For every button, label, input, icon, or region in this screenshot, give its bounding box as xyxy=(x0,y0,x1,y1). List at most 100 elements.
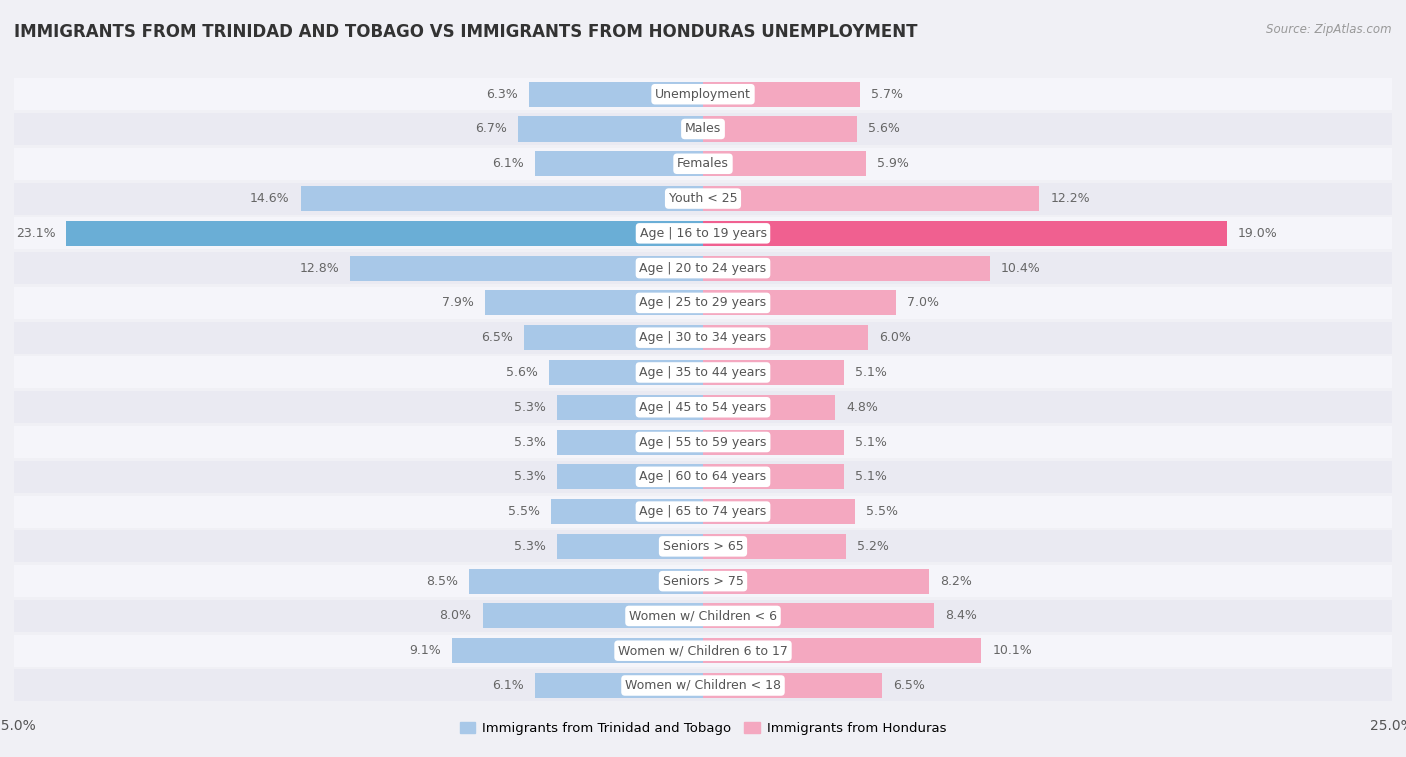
Bar xyxy=(703,464,844,489)
Text: Youth < 25: Youth < 25 xyxy=(669,192,737,205)
Text: Age | 65 to 74 years: Age | 65 to 74 years xyxy=(640,505,766,518)
Bar xyxy=(14,496,1392,528)
Text: Age | 45 to 54 years: Age | 45 to 54 years xyxy=(640,400,766,414)
Bar xyxy=(703,256,990,281)
Text: Unemployment: Unemployment xyxy=(655,88,751,101)
Text: 5.3%: 5.3% xyxy=(515,435,546,449)
Bar xyxy=(557,534,703,559)
Bar xyxy=(703,673,882,698)
Bar xyxy=(14,322,1392,354)
Text: Women w/ Children < 6: Women w/ Children < 6 xyxy=(628,609,778,622)
Text: 8.4%: 8.4% xyxy=(945,609,977,622)
Bar xyxy=(530,82,703,107)
Text: 5.1%: 5.1% xyxy=(855,366,886,379)
Bar xyxy=(534,151,703,176)
Bar xyxy=(703,326,869,350)
Text: 6.5%: 6.5% xyxy=(893,679,925,692)
Text: 4.8%: 4.8% xyxy=(846,400,879,414)
Bar xyxy=(703,603,935,628)
Text: 6.1%: 6.1% xyxy=(492,679,524,692)
Bar xyxy=(703,394,835,420)
Text: 10.1%: 10.1% xyxy=(993,644,1032,657)
Text: 7.0%: 7.0% xyxy=(907,297,939,310)
Bar xyxy=(557,394,703,420)
Text: Females: Females xyxy=(678,157,728,170)
Bar xyxy=(534,673,703,698)
Bar xyxy=(703,151,866,176)
Text: 5.9%: 5.9% xyxy=(876,157,908,170)
Bar xyxy=(14,217,1392,249)
Bar xyxy=(524,326,703,350)
Text: 5.2%: 5.2% xyxy=(858,540,889,553)
Text: 5.6%: 5.6% xyxy=(506,366,537,379)
Text: Age | 55 to 59 years: Age | 55 to 59 years xyxy=(640,435,766,449)
Bar xyxy=(301,186,703,211)
Text: 6.7%: 6.7% xyxy=(475,123,508,136)
Bar xyxy=(14,287,1392,319)
Text: 5.3%: 5.3% xyxy=(515,470,546,483)
Text: 5.3%: 5.3% xyxy=(515,400,546,414)
Bar xyxy=(548,360,703,385)
Bar xyxy=(14,182,1392,214)
Text: 6.3%: 6.3% xyxy=(486,88,519,101)
Text: Age | 35 to 44 years: Age | 35 to 44 years xyxy=(640,366,766,379)
Text: Age | 16 to 19 years: Age | 16 to 19 years xyxy=(640,227,766,240)
Legend: Immigrants from Trinidad and Tobago, Immigrants from Honduras: Immigrants from Trinidad and Tobago, Imm… xyxy=(454,717,952,740)
Bar xyxy=(703,186,1039,211)
Text: Women w/ Children 6 to 17: Women w/ Children 6 to 17 xyxy=(619,644,787,657)
Bar xyxy=(557,464,703,489)
Text: Age | 25 to 29 years: Age | 25 to 29 years xyxy=(640,297,766,310)
Text: IMMIGRANTS FROM TRINIDAD AND TOBAGO VS IMMIGRANTS FROM HONDURAS UNEMPLOYMENT: IMMIGRANTS FROM TRINIDAD AND TOBAGO VS I… xyxy=(14,23,918,41)
Bar xyxy=(14,252,1392,284)
Text: Source: ZipAtlas.com: Source: ZipAtlas.com xyxy=(1267,23,1392,36)
Bar xyxy=(551,499,703,524)
Text: 6.5%: 6.5% xyxy=(481,331,513,344)
Text: 19.0%: 19.0% xyxy=(1237,227,1278,240)
Bar xyxy=(468,569,703,593)
Text: 6.0%: 6.0% xyxy=(879,331,911,344)
Bar xyxy=(14,669,1392,702)
Bar xyxy=(14,531,1392,562)
Bar xyxy=(703,221,1226,246)
Text: 6.1%: 6.1% xyxy=(492,157,524,170)
Text: Seniors > 75: Seniors > 75 xyxy=(662,575,744,587)
Text: Males: Males xyxy=(685,123,721,136)
Bar xyxy=(482,603,703,628)
Text: 8.2%: 8.2% xyxy=(941,575,972,587)
Bar xyxy=(66,221,703,246)
Text: Seniors > 65: Seniors > 65 xyxy=(662,540,744,553)
Bar xyxy=(557,429,703,454)
Text: Age | 30 to 34 years: Age | 30 to 34 years xyxy=(640,331,766,344)
Bar xyxy=(14,600,1392,632)
Bar xyxy=(14,565,1392,597)
Text: 5.3%: 5.3% xyxy=(515,540,546,553)
Bar xyxy=(14,461,1392,493)
Bar xyxy=(703,638,981,663)
Text: 12.2%: 12.2% xyxy=(1050,192,1090,205)
Bar xyxy=(453,638,703,663)
Bar xyxy=(519,117,703,142)
Text: Age | 60 to 64 years: Age | 60 to 64 years xyxy=(640,470,766,483)
Text: 5.5%: 5.5% xyxy=(509,505,540,518)
Text: 5.5%: 5.5% xyxy=(866,505,897,518)
Text: 23.1%: 23.1% xyxy=(15,227,55,240)
Bar xyxy=(350,256,703,281)
Bar xyxy=(703,569,929,593)
Bar xyxy=(14,78,1392,111)
Bar xyxy=(703,429,844,454)
Text: 5.1%: 5.1% xyxy=(855,435,886,449)
Bar xyxy=(703,499,855,524)
Bar xyxy=(14,148,1392,179)
Bar xyxy=(14,113,1392,145)
Text: Age | 20 to 24 years: Age | 20 to 24 years xyxy=(640,262,766,275)
Bar xyxy=(703,534,846,559)
Text: 14.6%: 14.6% xyxy=(250,192,290,205)
Text: 5.7%: 5.7% xyxy=(872,88,903,101)
Bar xyxy=(703,82,860,107)
Bar xyxy=(14,634,1392,667)
Text: 7.9%: 7.9% xyxy=(443,297,474,310)
Bar xyxy=(485,291,703,316)
Bar xyxy=(703,360,844,385)
Text: Women w/ Children < 18: Women w/ Children < 18 xyxy=(626,679,780,692)
Text: 10.4%: 10.4% xyxy=(1001,262,1040,275)
